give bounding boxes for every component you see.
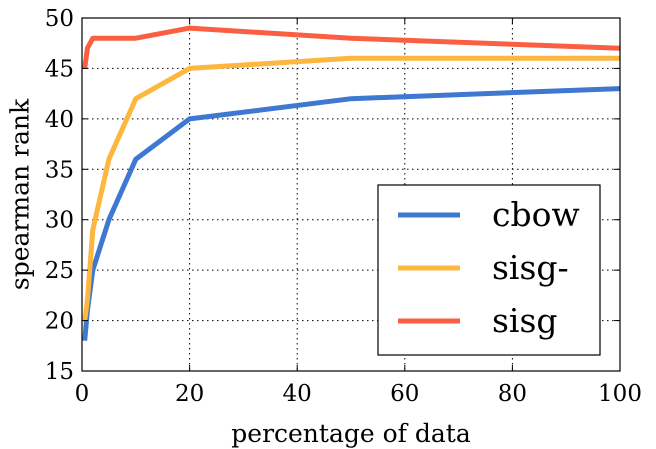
y-tick-label: 20 <box>45 309 74 335</box>
y-tick-label: 40 <box>45 107 74 133</box>
y-tick-label: 35 <box>45 157 74 183</box>
legend-label: sisg <box>492 301 558 340</box>
x-tick-label: 80 <box>498 381 527 407</box>
axis-ticks: 0 20 40 60 80 100 15 20 25 30 35 40 45 50 <box>45 6 642 407</box>
legend-label: sisg- <box>492 248 569 287</box>
y-axis-title: spearman rank <box>6 98 35 290</box>
y-tick-label: 25 <box>45 258 74 284</box>
y-tick-label: 15 <box>45 359 74 385</box>
x-tick-label: 40 <box>283 381 312 407</box>
x-tick-label: 20 <box>175 381 204 407</box>
y-tick-label: 30 <box>45 208 74 234</box>
y-tick-label: 45 <box>45 56 74 82</box>
x-tick-label: 60 <box>390 381 419 407</box>
series-line-sisg <box>82 25 621 69</box>
series-line-sisg <box>82 55 620 321</box>
y-tick-label: 50 <box>45 6 74 32</box>
x-axis-title: percentage of data <box>231 419 471 448</box>
legend: cbow sisg-sisg <box>377 184 601 356</box>
legend-label: cbow <box>492 195 580 234</box>
x-tick-label: 100 <box>598 381 642 407</box>
plot-frame <box>81 17 621 372</box>
series-lines <box>82 25 621 341</box>
x-tick-label: 0 <box>75 381 90 407</box>
